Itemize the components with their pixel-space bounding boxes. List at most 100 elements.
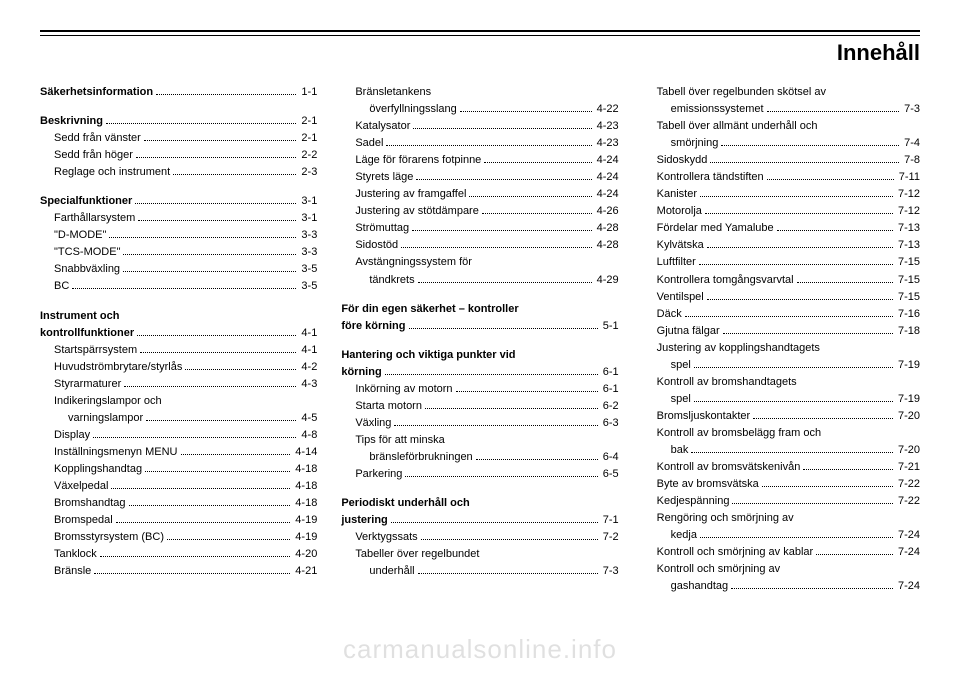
- toc-line: Starta motorn6-2: [341, 398, 618, 415]
- toc-page: 4-5: [299, 410, 317, 427]
- toc-dots: [700, 190, 893, 198]
- toc-line: Tanklock4-20: [40, 546, 317, 563]
- toc-line: Huvudströmbrytare/styrlås4-2: [40, 359, 317, 376]
- toc-line: Bränsletankens: [341, 84, 618, 101]
- toc-label: Rengöring och smörjning av: [657, 510, 794, 527]
- toc-line: Styrets läge4-24: [341, 169, 618, 186]
- toc-line: Avstängningssystem för: [341, 254, 618, 271]
- toc-group: Säkerhetsinformation 1-1: [40, 84, 317, 101]
- toc-page: 3-1: [299, 193, 317, 210]
- toc-page: 4-26: [595, 203, 619, 220]
- toc-label: Tabell över regelbunden skötsel av: [657, 84, 826, 101]
- toc-dots: [394, 418, 597, 426]
- toc-dots: [418, 275, 592, 283]
- toc-label: Kontrollera tändstiften: [657, 169, 764, 186]
- toc-label: "D-MODE": [54, 227, 106, 244]
- toc-line: Sadel4-23: [341, 135, 618, 152]
- toc-dots: [456, 384, 598, 392]
- toc-line: Tips för att minska: [341, 432, 618, 449]
- toc-page: 6-1: [601, 364, 619, 381]
- toc-page: 7-3: [601, 563, 619, 580]
- toc-page: 1-1: [299, 84, 317, 101]
- toc-line: Indikeringslampor och: [40, 393, 317, 410]
- toc-group: Hantering och viktiga punkter vidkörning…: [341, 347, 618, 483]
- toc-label: "TCS-MODE": [54, 244, 120, 261]
- toc-label: Starta motorn: [355, 398, 422, 415]
- toc-page: 7-3: [902, 101, 920, 118]
- toc-line: bak7-20: [643, 442, 920, 459]
- toc-dots: [109, 231, 296, 239]
- toc-line: Däck7-16: [643, 306, 920, 323]
- toc-dots: [181, 447, 291, 455]
- toc-label: Sidostöd: [355, 237, 398, 254]
- toc-line: Sidostöd 4-28: [341, 237, 618, 254]
- toc-page: 4-24: [595, 186, 619, 203]
- toc-line: Sedd från höger2-2: [40, 147, 317, 164]
- toc-label: Kontroll av bromshandtagets: [657, 374, 797, 391]
- toc-line: före körning5-1: [341, 318, 618, 335]
- toc-label: Kontroll av bromsvätskenivån: [657, 459, 801, 476]
- toc-page: 4-21: [293, 563, 317, 580]
- toc-label: Säkerhetsinformation: [40, 84, 153, 101]
- toc-dots: [386, 138, 591, 146]
- toc-label: Sidoskydd: [657, 152, 708, 169]
- toc-page: 7-15: [896, 289, 920, 306]
- toc-label: smörjning: [671, 135, 719, 152]
- toc-dots: [138, 214, 296, 222]
- toc-label: Justering av stötdämpare: [355, 203, 479, 220]
- toc-label: Bromsljuskontakter: [657, 408, 751, 425]
- toc-label: bak: [671, 442, 689, 459]
- toc-page: 7-19: [896, 391, 920, 408]
- toc-page: 2-1: [299, 113, 317, 130]
- toc-line: Läge för förarens fotpinne4-24: [341, 152, 618, 169]
- toc-label: Bromspedal: [54, 512, 113, 529]
- toc-page: 7-18: [896, 323, 920, 340]
- toc-line: Tabell över regelbunden skötsel av: [643, 84, 920, 101]
- toc-label: Luftfilter: [657, 254, 696, 271]
- toc-line: Kontroll av bromshandtagets: [643, 374, 920, 391]
- toc-line: Display4-8: [40, 427, 317, 444]
- toc-line: Kontroll och smörjning av: [643, 561, 920, 578]
- toc-page: 6-4: [601, 449, 619, 466]
- toc-label: Styrets läge: [355, 169, 413, 186]
- toc-line: Verktygssats7-2: [341, 529, 618, 546]
- toc-label: före körning: [341, 318, 405, 335]
- toc-label: Växelpedal: [54, 478, 108, 495]
- toc-line: Kanister7-12: [643, 186, 920, 203]
- page: Innehåll Säkerhetsinformation1-1Beskrivn…: [0, 0, 960, 679]
- toc-page: 4-29: [595, 272, 619, 289]
- toc-line: Växelpedal 4-18: [40, 478, 317, 495]
- toc-label: Fördelar med Yamalube: [657, 220, 774, 237]
- toc-page: 4-28: [595, 237, 619, 254]
- toc-label: Strömuttag: [355, 220, 409, 237]
- toc-group: Bränsletankensöverfyllningsslang4-22Kata…: [341, 84, 618, 289]
- toc-label: Parkering: [355, 466, 402, 483]
- toc-dots: [412, 224, 591, 232]
- toc-dots: [173, 168, 296, 176]
- toc-line: Fördelar med Yamalube7-13: [643, 220, 920, 237]
- toc-dots: [767, 173, 894, 181]
- toc-dots: [707, 292, 893, 300]
- toc-label: Kontroll och smörjning av kablar: [657, 544, 814, 561]
- toc-dots: [797, 275, 893, 283]
- toc-label: underhåll: [369, 563, 414, 580]
- toc-line: överfyllningsslang4-22: [341, 101, 618, 118]
- toc-page: 3-5: [299, 278, 317, 295]
- toc-line: underhåll 7-3: [341, 563, 618, 580]
- toc-page: 4-18: [293, 478, 317, 495]
- toc-line: Tabell över allmänt underhåll och: [643, 118, 920, 135]
- toc-label: bränsleförbrukningen: [369, 449, 472, 466]
- toc-page: 7-21: [896, 459, 920, 476]
- toc-line: Kontroll av bromsvätskenivån 7-21: [643, 459, 920, 476]
- header-rule: [40, 30, 920, 36]
- toc-line: Växling6-3: [341, 415, 618, 432]
- toc-dots: [100, 549, 291, 557]
- toc-line: bränsleförbrukningen 6-4: [341, 449, 618, 466]
- toc-group: Specialfunktioner3-1Farthållarsystem3-1"…: [40, 193, 317, 295]
- toc-label: Kontroll av bromsbelägg fram och: [657, 425, 821, 442]
- toc-page: 7-20: [896, 408, 920, 425]
- toc-group: Periodiskt underhåll ochjustering7-1Verk…: [341, 495, 618, 580]
- toc-page: 4-24: [595, 152, 619, 169]
- toc-line: Bromspedal 4-19: [40, 512, 317, 529]
- toc-page: 4-19: [293, 512, 317, 529]
